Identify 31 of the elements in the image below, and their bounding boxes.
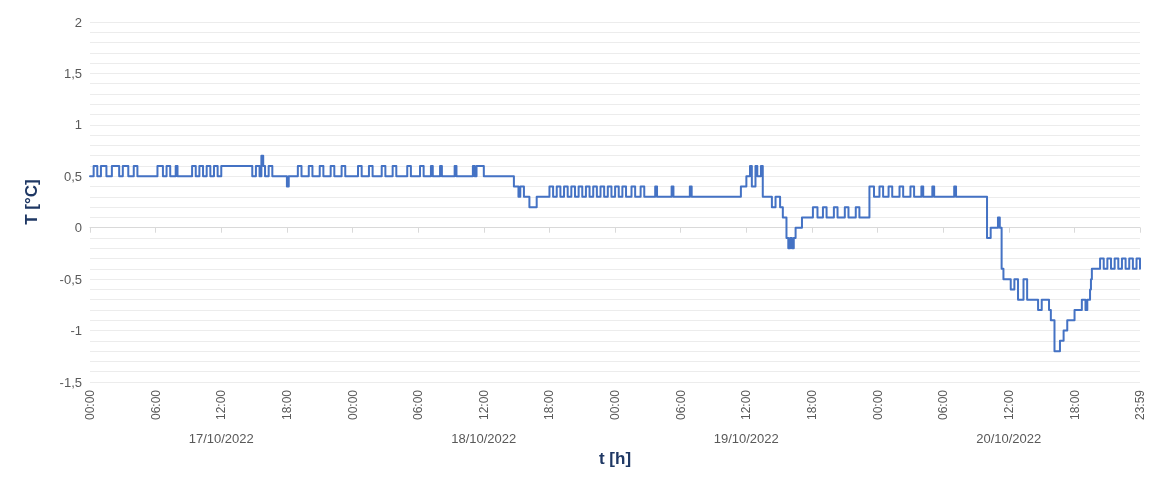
x-axis-title: t [h]	[598, 449, 632, 468]
x-tick-label: 12:00	[739, 389, 754, 421]
text: 19/10/2022	[713, 431, 779, 446]
text: 18/10/2022	[451, 431, 517, 446]
y-tick-label: -1	[70, 323, 82, 339]
y-tick-label: 0	[74, 220, 82, 236]
x-tick-label: 06:00	[148, 389, 163, 421]
x-tick-label: 12:00	[1001, 389, 1016, 421]
text: 20/10/2022	[976, 431, 1042, 446]
x-tick-label: 18:00	[279, 389, 294, 421]
y-tick-label: 0,5	[63, 168, 82, 184]
x-tick-label: 00:00	[345, 389, 360, 421]
x-tick-label: 06:00	[673, 389, 688, 421]
y-tick-label: 1	[74, 117, 82, 133]
y-axis-title: T [°C]	[22, 179, 41, 225]
x-tick-label: 06:00	[411, 389, 426, 421]
x-tick-label: 18:00	[805, 389, 819, 421]
x-tick-label: 23:59	[1133, 389, 1147, 421]
x-tick-label: 00:00	[608, 389, 623, 421]
x-tick-label: 18:00	[1067, 389, 1082, 421]
x-tick-label: 12:00	[214, 389, 229, 421]
y-tick-label: 1,5	[63, 65, 82, 81]
x-tick-label: 12:00	[476, 389, 491, 421]
y-tick-label: -0,5	[59, 271, 82, 287]
text: 17/10/2022	[188, 431, 254, 446]
x-tick-label: 06:00	[936, 389, 951, 421]
x-tick-label: 00:00	[870, 389, 885, 421]
x-tick-label: 18:00	[542, 389, 557, 421]
y-tick-label: 2	[74, 14, 82, 30]
y-tick-label: -1,5	[59, 374, 82, 390]
x-tick-label: 00:00	[83, 389, 97, 421]
